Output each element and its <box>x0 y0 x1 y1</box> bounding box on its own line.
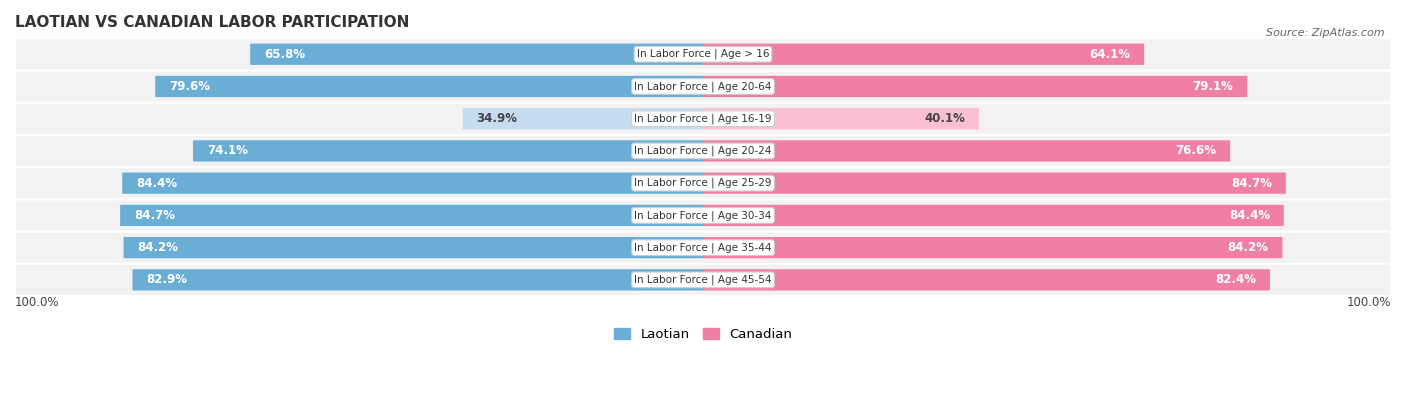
Text: 84.2%: 84.2% <box>1227 241 1268 254</box>
FancyBboxPatch shape <box>703 173 1286 194</box>
Text: 74.1%: 74.1% <box>207 145 247 158</box>
Text: 65.8%: 65.8% <box>264 48 305 61</box>
Text: 84.7%: 84.7% <box>134 209 174 222</box>
FancyBboxPatch shape <box>124 237 703 258</box>
Text: 82.4%: 82.4% <box>1215 273 1256 286</box>
Text: LAOTIAN VS CANADIAN LABOR PARTICIPATION: LAOTIAN VS CANADIAN LABOR PARTICIPATION <box>15 15 409 30</box>
Text: 82.9%: 82.9% <box>146 273 187 286</box>
FancyBboxPatch shape <box>132 269 703 290</box>
Text: 64.1%: 64.1% <box>1090 48 1130 61</box>
Text: In Labor Force | Age 20-24: In Labor Force | Age 20-24 <box>634 146 772 156</box>
Text: Source: ZipAtlas.com: Source: ZipAtlas.com <box>1267 28 1385 38</box>
Text: In Labor Force | Age 25-29: In Labor Force | Age 25-29 <box>634 178 772 188</box>
FancyBboxPatch shape <box>15 70 1391 103</box>
Text: 84.4%: 84.4% <box>1229 209 1270 222</box>
FancyBboxPatch shape <box>703 205 1284 226</box>
FancyBboxPatch shape <box>463 108 703 129</box>
FancyBboxPatch shape <box>15 199 1391 231</box>
Text: 100.0%: 100.0% <box>1347 296 1391 309</box>
FancyBboxPatch shape <box>703 43 1144 65</box>
FancyBboxPatch shape <box>703 76 1247 97</box>
Text: 79.6%: 79.6% <box>169 80 209 93</box>
FancyBboxPatch shape <box>250 43 703 65</box>
FancyBboxPatch shape <box>15 264 1391 296</box>
Text: 40.1%: 40.1% <box>924 112 965 125</box>
Text: In Labor Force | Age 20-64: In Labor Force | Age 20-64 <box>634 81 772 92</box>
Text: 79.1%: 79.1% <box>1192 80 1233 93</box>
Text: 84.2%: 84.2% <box>138 241 179 254</box>
FancyBboxPatch shape <box>15 135 1391 167</box>
FancyBboxPatch shape <box>703 108 979 129</box>
FancyBboxPatch shape <box>15 38 1391 70</box>
Text: In Labor Force | Age 45-54: In Labor Force | Age 45-54 <box>634 275 772 285</box>
Text: 100.0%: 100.0% <box>15 296 59 309</box>
Text: 34.9%: 34.9% <box>477 112 517 125</box>
FancyBboxPatch shape <box>15 103 1391 135</box>
FancyBboxPatch shape <box>15 167 1391 199</box>
Text: 84.7%: 84.7% <box>1232 177 1272 190</box>
Legend: Laotian, Canadian: Laotian, Canadian <box>609 323 797 346</box>
FancyBboxPatch shape <box>122 173 703 194</box>
Text: 84.4%: 84.4% <box>136 177 177 190</box>
Text: In Labor Force | Age 16-19: In Labor Force | Age 16-19 <box>634 113 772 124</box>
Text: 76.6%: 76.6% <box>1175 145 1216 158</box>
FancyBboxPatch shape <box>703 269 1270 290</box>
FancyBboxPatch shape <box>703 140 1230 162</box>
Text: In Labor Force | Age > 16: In Labor Force | Age > 16 <box>637 49 769 60</box>
FancyBboxPatch shape <box>120 205 703 226</box>
Text: In Labor Force | Age 30-34: In Labor Force | Age 30-34 <box>634 210 772 221</box>
FancyBboxPatch shape <box>155 76 703 97</box>
Text: In Labor Force | Age 35-44: In Labor Force | Age 35-44 <box>634 243 772 253</box>
FancyBboxPatch shape <box>193 140 703 162</box>
FancyBboxPatch shape <box>15 231 1391 264</box>
FancyBboxPatch shape <box>703 237 1282 258</box>
